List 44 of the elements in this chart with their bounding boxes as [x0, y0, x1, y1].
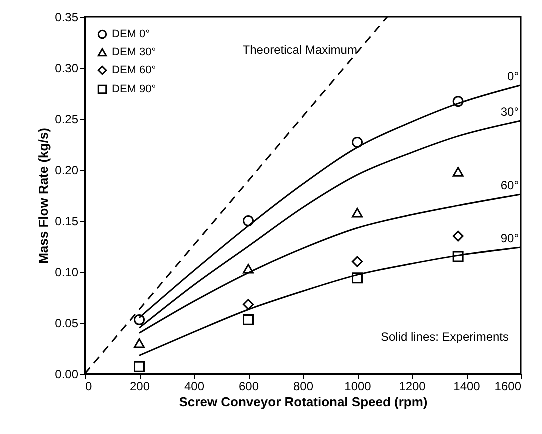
- annotation: Solid lines: Experiments: [380, 330, 509, 344]
- x-axis-title: Screw Conveyor Rotational Speed (rpm): [179, 394, 428, 410]
- point: [452, 230, 464, 242]
- legend-label: DEM 0°: [112, 28, 150, 40]
- x-tick-label: 400: [184, 380, 205, 394]
- x-tick-label: 1600: [494, 380, 522, 394]
- x-tick-label: 1000: [344, 380, 372, 394]
- point: [452, 251, 464, 262]
- x-tick-label: 600: [238, 380, 260, 394]
- x-tick-label: 1400: [454, 380, 481, 394]
- x-tick-label: 0: [86, 380, 92, 394]
- point: [352, 136, 363, 148]
- point: [452, 167, 464, 177]
- y-tick-label: 0.35: [55, 10, 79, 24]
- point: [243, 314, 254, 326]
- series-label: 30°: [500, 105, 520, 120]
- y-tick-label: 0.00: [55, 368, 79, 382]
- x-tick-label: 800: [293, 380, 314, 394]
- point: [134, 314, 145, 326]
- series-label: 90°: [500, 232, 520, 246]
- point: [352, 272, 363, 284]
- y-tick-label: 0.10: [55, 266, 79, 280]
- legend-label: DEM 60°: [112, 64, 156, 76]
- point: [352, 256, 363, 268]
- point: [243, 264, 254, 274]
- legend-label: DEM 30°: [112, 46, 156, 58]
- y-tick-label: 0.25: [55, 112, 79, 126]
- point: [243, 299, 254, 310]
- point: [352, 208, 363, 218]
- legend-label: DEM 90°: [112, 84, 156, 96]
- y-tick-label: 0.15: [55, 214, 79, 228]
- point: [452, 96, 464, 108]
- x-tick-label: 1200: [399, 380, 426, 394]
- series-label: Theoretical Maximum: [242, 43, 358, 57]
- point: [134, 361, 145, 372]
- series-label: 0°: [508, 69, 520, 84]
- y-axis-title: Mass Flow Rate (kg/s): [36, 128, 52, 264]
- point: [134, 338, 145, 348]
- y-tick-label: 0.20: [55, 164, 79, 178]
- x-tick-label: 200: [130, 380, 150, 394]
- point: [243, 216, 254, 226]
- y-tick-label: 0.30: [55, 62, 79, 76]
- series-label: 60°: [500, 178, 520, 192]
- y-tick-label: 0.05: [55, 316, 79, 330]
